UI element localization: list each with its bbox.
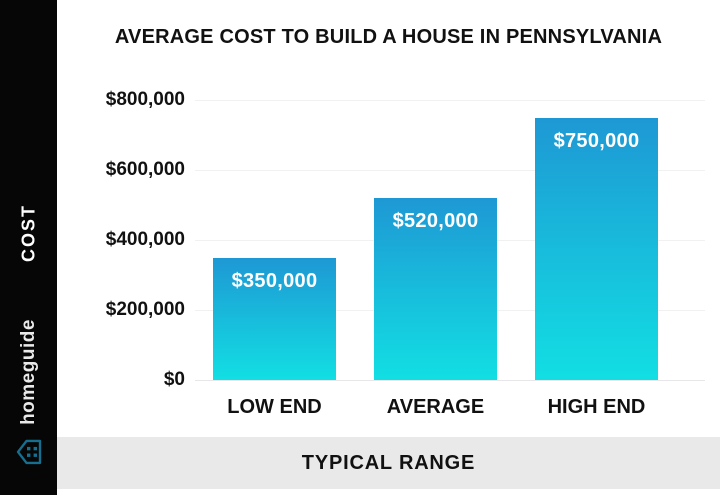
chart-panel: AVERAGE COST TO BUILD A HOUSE IN PENNSYL… xyxy=(57,0,720,495)
bar-average: $520,000 xyxy=(374,198,497,380)
y-tick-label: $800,000 xyxy=(105,89,185,110)
bar-value-label: $350,000 xyxy=(231,269,318,292)
homeguide-house-icon xyxy=(16,439,42,465)
gridline xyxy=(195,380,705,381)
category-label-average: AVERAGE xyxy=(386,396,485,418)
bar-low-end: $350,000 xyxy=(213,257,336,380)
y-tick-label: $200,000 xyxy=(105,299,185,320)
category-label-low-end: LOW END xyxy=(227,396,322,418)
y-tick-label: $400,000 xyxy=(105,229,185,250)
gridline xyxy=(195,100,705,101)
gridline xyxy=(195,170,705,171)
y-tick-label: $0 xyxy=(163,369,185,390)
bar-value-label: $750,000 xyxy=(553,129,640,152)
x-axis-banner: TYPICAL RANGE xyxy=(57,437,720,489)
bar-value-label: $520,000 xyxy=(392,210,479,232)
chart-title: AVERAGE COST TO BUILD A HOUSE IN PENNSYL… xyxy=(114,26,663,48)
y-axis-title: COST xyxy=(18,203,38,263)
brand: homeguide xyxy=(16,319,42,465)
bar-chart: $0 $200,000 $400,000 $600,000 $800,000 $350,0… xyxy=(106,89,705,418)
brand-name: homeguide xyxy=(17,319,39,425)
sidebar: COST homeguide xyxy=(0,0,57,495)
y-tick-label: $600,000 xyxy=(105,159,185,180)
x-axis-label: TYPICAL RANGE xyxy=(301,451,476,474)
category-label-high-end: HIGH END xyxy=(547,396,646,418)
bar-high-end: $750,000 xyxy=(535,117,658,380)
